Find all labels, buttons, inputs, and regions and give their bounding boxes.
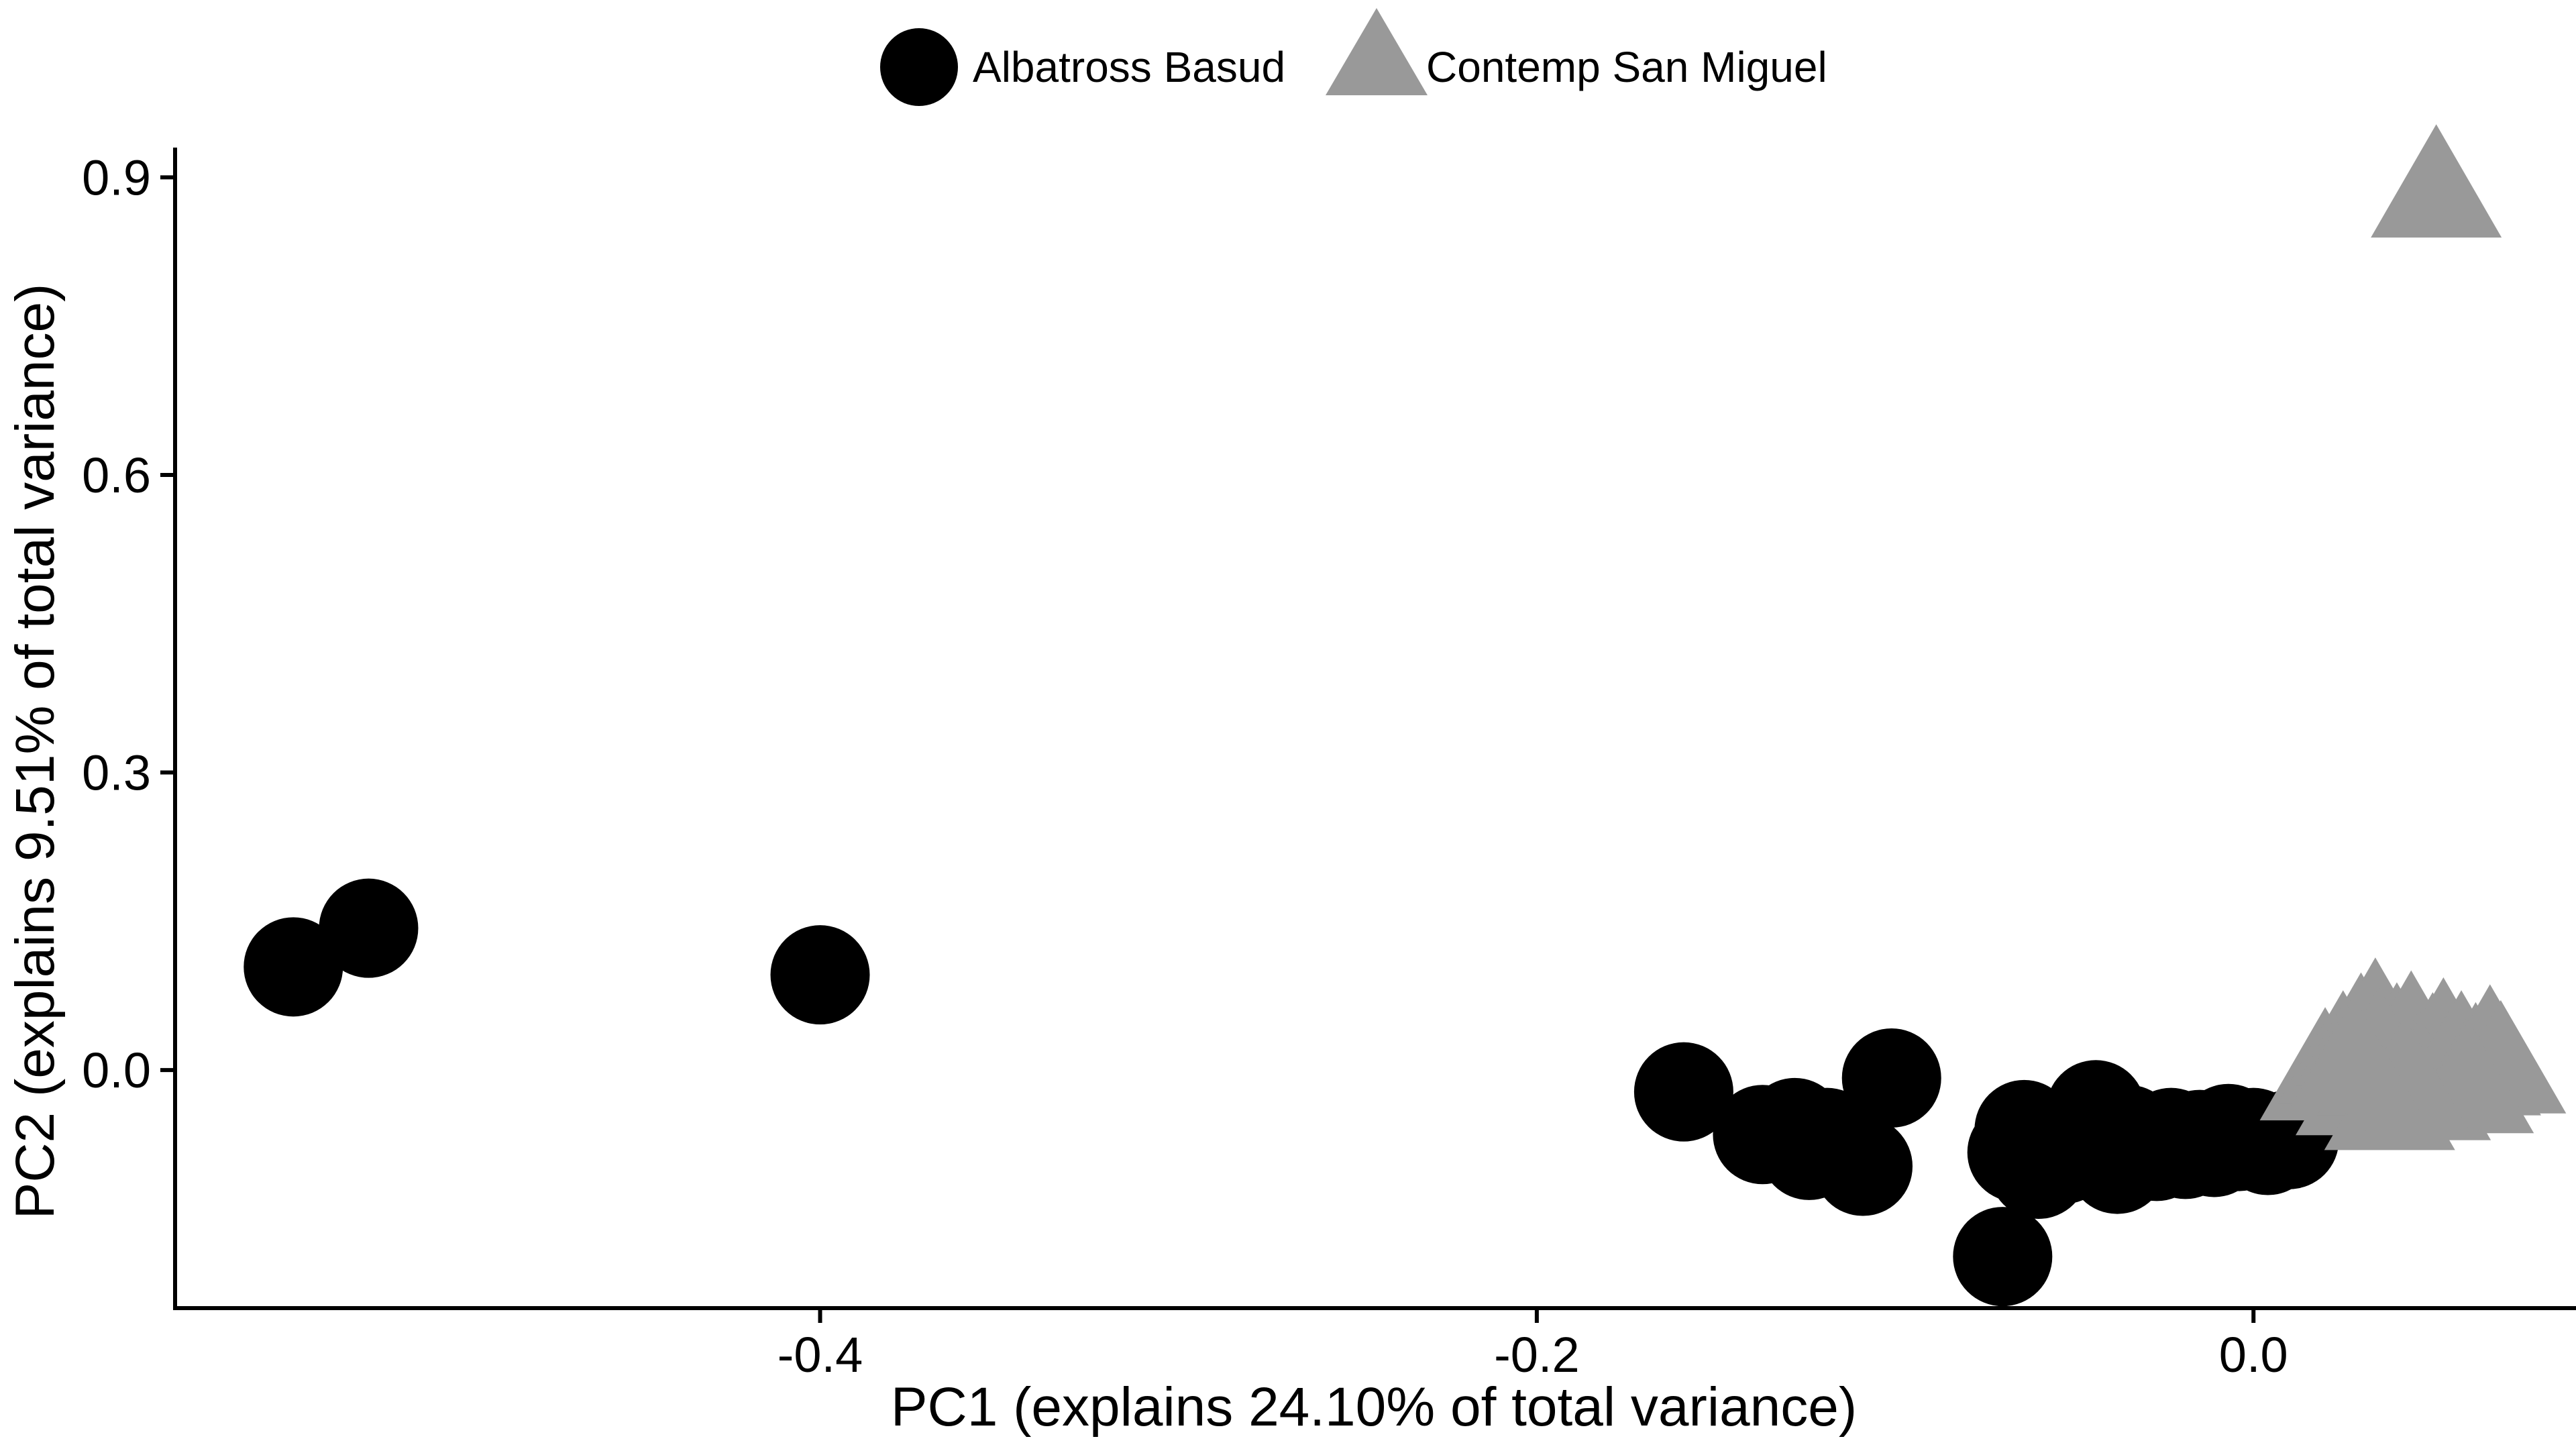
axes: -0.4 -0.2 0.0 0.0 0.3 0.6 0.9 [82, 148, 2576, 1383]
circle-point [770, 925, 870, 1025]
circle-point [1633, 1042, 1733, 1142]
x-axis-title: PC1 (explains 24.10% of total variance) [891, 1377, 1857, 1438]
circle-point [319, 878, 419, 978]
circle-point [1813, 1116, 1913, 1216]
y-axis-title: PC2 (explains 9.51% of total variance) [5, 284, 66, 1220]
x-tick-label: -0.2 [1494, 1327, 1580, 1383]
triangle-point [2288, 997, 2420, 1111]
x-tick-label: -0.4 [777, 1327, 863, 1383]
legend-triangle-icon [1326, 8, 1428, 95]
circle-point [1953, 1207, 2053, 1307]
y-tick-label: 0.0 [82, 1042, 151, 1098]
legend-circle-icon [880, 28, 958, 106]
circle-point [244, 917, 343, 1017]
y-tick-label: 0.3 [82, 745, 151, 801]
plot-area [244, 124, 2567, 1307]
legend-label-albatross-basud: Albatross Basud [973, 43, 1285, 91]
triangle-point [2371, 124, 2502, 238]
x-tick-label: 0.0 [2219, 1327, 2288, 1383]
y-tick-label: 0.6 [82, 447, 151, 503]
y-tick-label: 0.9 [82, 150, 151, 205]
legend: Albatross Basud Contemp San Miguel [880, 8, 1827, 106]
legend-label-contemp-san-miguel: Contemp San Miguel [1426, 43, 1827, 91]
circle-point [1841, 1028, 1941, 1128]
